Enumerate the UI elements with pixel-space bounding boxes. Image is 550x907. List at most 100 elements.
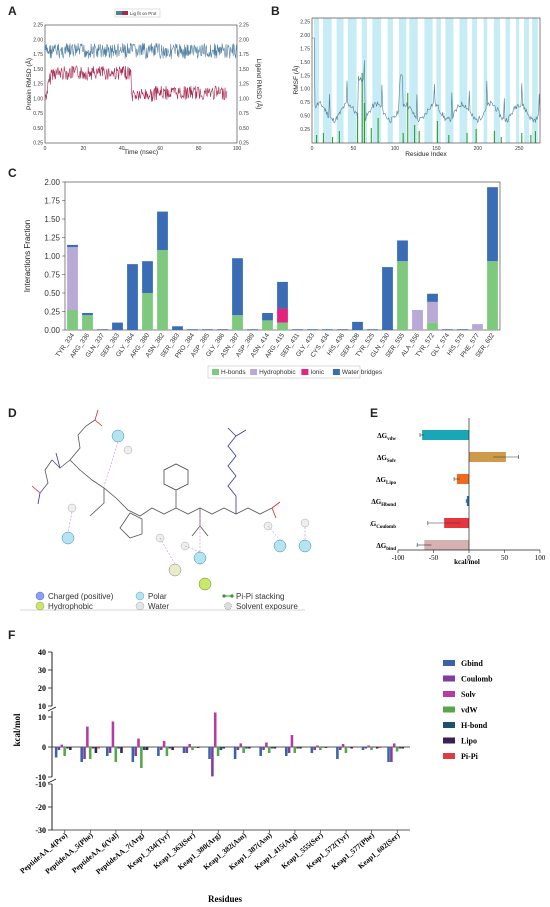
interaction-bar-water-bridges [322, 329, 333, 330]
rmsd-plot-frame [44, 24, 238, 144]
per-residue-bar-vdw [395, 747, 399, 752]
per-residue-bar-coulomb [134, 747, 137, 756]
per-residue-bar-coulomb [236, 747, 240, 750]
interaction-bar-water-bridges [127, 264, 138, 330]
interaction-bar-h-bonds [67, 310, 78, 330]
interaction-bar-hydrophobic [67, 247, 78, 311]
per-residue-bar-h-bond [168, 747, 172, 749]
interaction-bar-h-bonds [397, 261, 408, 330]
rmsd-x-tick: 40 [119, 146, 125, 152]
per-residue-bar-gbind [284, 747, 288, 756]
interactions-y-tick: 1.50 [44, 215, 60, 224]
ligand-rmsd-line [44, 65, 228, 102]
interactions-legend-label: Hydrophobic [259, 369, 296, 376]
interaction-bar-hydrophobic [412, 310, 423, 330]
per-residue-bar-vdw [216, 747, 220, 756]
panel-c: C 0.00 0.25 0.50 0.75 1.00 1.25 1.50 1.75 2.00 T… [0, 162, 550, 392]
panel-label-b: B [271, 4, 280, 18]
panel-f: F 10 20 30 40 -10 0 10 -30 -20 -10 PeptideAA_4(Pr… [0, 620, 550, 907]
interactions-legend-swatch [332, 369, 340, 375]
per-residue-legend-label: Gbind [461, 659, 483, 668]
interaction-bar-water-bridges [277, 281, 288, 309]
interaction-bar-water-bridges [307, 329, 318, 330]
rmsd-x-ticks: 0 20 40 60 80 100 [44, 146, 242, 152]
energy-axis: -100 -50 0 50 100 [392, 418, 546, 562]
energy-x-tick: 0 [467, 554, 471, 562]
per-residue-bar-lipo [299, 747, 302, 749]
rmsd-legend-text: Lig fit on Prot [130, 11, 157, 16]
secondary-structure-band [472, 18, 477, 143]
per-residue-bar-pi-pi [353, 747, 356, 748]
per-residue-bar-h-bond [270, 747, 274, 749]
rmsd-y-tick-left: 2.25 [33, 23, 43, 29]
interactions-bars [67, 187, 498, 330]
legend-label: Polar [148, 592, 167, 601]
rmsd-legend-swatch-ligand [122, 11, 128, 15]
rmsd-x-tick: 80 [196, 146, 202, 152]
secondary-structure-band [314, 18, 319, 143]
rmsd-y-tick-right: 0.75 [239, 111, 249, 117]
rmsf-ligand-contacts [316, 73, 536, 143]
energy-category-label: ΔGSolv [377, 454, 397, 464]
legend-label: Solvent exposure [236, 602, 298, 611]
rmsd-y-tick-right: 1.75 [239, 52, 249, 58]
per-residue-bar-h-bond [296, 747, 299, 749]
per-residue-bar-solv [111, 721, 115, 747]
per-residue-y-tick: 40 [38, 648, 46, 657]
rmsd-y-tick-right: 0.50 [239, 126, 249, 132]
per-residue-bar-lipo [69, 747, 72, 750]
rmsd-legend-swatch-protein [116, 11, 122, 15]
interaction-bar-water-bridges [292, 329, 303, 330]
rmsf-x-tick: 250 [515, 146, 524, 152]
interaction-bar-h-bonds [277, 322, 288, 330]
interaction-bar-water-bridges [247, 329, 258, 330]
per-residue-y-tick: -30 [35, 826, 46, 835]
interactions-y-tick: 2.00 [44, 178, 60, 187]
per-residue-bar-lipo [350, 747, 353, 749]
per-residue-x-ticks: PeptideAA_4(Pro)PeptideAA_5(Phe)PeptideA… [18, 830, 402, 876]
rmsf-x-tick: 150 [432, 146, 441, 152]
energy-bar [422, 430, 469, 440]
per-residue-bar-coulomb [185, 747, 189, 753]
interaction-bar-h-bonds [82, 315, 93, 330]
per-residue-bar-coulomb [108, 747, 112, 753]
per-residue-legend-label: Lipo [461, 737, 477, 746]
energy-bar [456, 474, 469, 484]
per-residue-bar-vdw [191, 747, 194, 750]
rmsd-y-tick-left: 0.50 [33, 126, 43, 132]
rmsf-y-tick: 2.25 [300, 20, 310, 26]
rmsd-y-tick-left: 1.25 [33, 82, 43, 88]
interactions-legend-swatch [250, 369, 258, 375]
interactions-legend-box [207, 365, 361, 379]
secondary-structure-band [493, 18, 500, 143]
per-residue-bar-vdw [140, 747, 143, 768]
per-residue-bar-h-bond [194, 747, 197, 748]
rmsd-y-tick-left: 1.00 [33, 96, 43, 102]
axis-break-mark [47, 778, 57, 784]
secondary-structure-band [459, 18, 468, 143]
per-residue-legend-swatch [443, 737, 455, 744]
energy-bar [466, 496, 469, 506]
per-residue-bar-lipo [375, 747, 379, 749]
rmsf-x-ticks: 0 50 100 150 200 250 [311, 146, 524, 152]
per-residue-bar-vdw [344, 747, 348, 753]
rmsf-plot: 0 50 100 150 200 250 0.25 0.50 0.75 1.00 1.25 1.50… [291, 17, 541, 158]
rmsd-ylabel-left: Protein RMSD (Å) [24, 58, 33, 110]
per-residue-bar-coulomb [83, 747, 86, 759]
peptide-structure [31, 409, 281, 539]
per-residue-y-tick: -10 [35, 780, 46, 789]
per-residue-bar-solv [367, 745, 370, 747]
per-residue-bar-lipo [324, 747, 328, 748]
per-residue-axes: 10 20 30 40 -10 0 10 -30 -20 -10 [35, 648, 410, 835]
rmsf-secondary-structure-bands [314, 18, 538, 143]
interaction-bar-water-bridges [217, 329, 228, 330]
legend-icon-pi-pi-dot [222, 594, 226, 598]
rmsd-y-tick-right: 2.25 [239, 23, 249, 29]
interactions-legend-swatch [301, 369, 309, 375]
per-residue-bar-pi-pi [97, 747, 101, 749]
rmsd-xlabel: Time (nsec) [124, 149, 158, 156]
secondary-structure-band [524, 18, 529, 143]
interactions-y-ticks: 0.00 0.25 0.50 0.75 1.00 1.25 1.50 1.75 2.00 [44, 178, 65, 335]
legend-icon-water [135, 601, 145, 611]
rmsf-y-tick: 1.50 [300, 60, 310, 66]
